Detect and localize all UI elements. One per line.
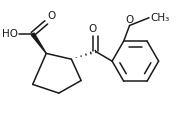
Text: O: O [47,11,56,21]
Text: HO: HO [2,29,18,39]
Text: O: O [89,24,97,34]
Text: O: O [125,15,134,24]
Text: CH₃: CH₃ [150,13,169,23]
Polygon shape [31,33,46,53]
